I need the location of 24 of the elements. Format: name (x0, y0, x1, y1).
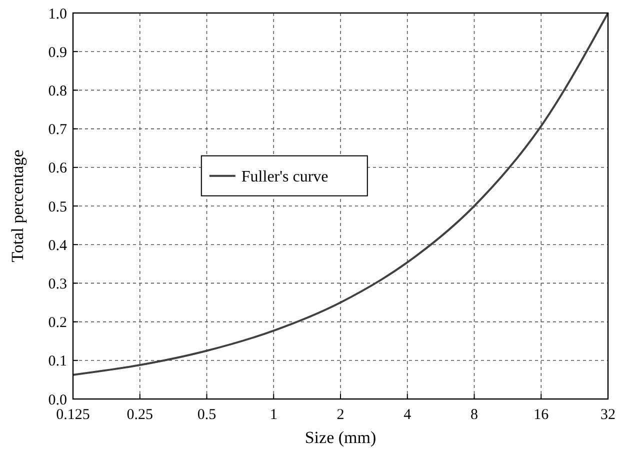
legend-label: Fuller's curve (241, 168, 328, 186)
y-tick-label: 0.3 (48, 276, 67, 292)
y-tick-label: 0.4 (48, 238, 68, 254)
y-tick-label: 0.7 (48, 122, 68, 138)
y-tick-label: 0.6 (48, 160, 68, 177)
y-tick-label: 0.5 (48, 199, 67, 216)
x-tick-label: 4 (404, 407, 412, 423)
x-tick-label: 1 (270, 407, 278, 423)
y-tick-label: 0.8 (48, 83, 67, 100)
y-axis-title: Total percentage (8, 150, 27, 262)
line-series (72, 12, 609, 376)
y-tick-label: 0.0 (48, 392, 67, 408)
x-tick-label: 0.125 (56, 407, 90, 423)
x-tick-label: 32 (600, 407, 616, 423)
x-tick-label: 0.5 (197, 407, 216, 423)
y-tick-label: 0.1 (48, 354, 67, 370)
x-tick-label: 0.25 (126, 407, 153, 423)
x-axis-title: Size (mm) (304, 428, 376, 447)
x-tick-label: 2 (336, 407, 344, 423)
y-tick-label: 1.0 (48, 6, 67, 22)
y-tick-label: 0.2 (48, 315, 67, 332)
x-tick-label: 8 (470, 407, 478, 423)
y-tick-label: 0.9 (48, 44, 67, 61)
x-tick-label: 16 (534, 407, 550, 423)
